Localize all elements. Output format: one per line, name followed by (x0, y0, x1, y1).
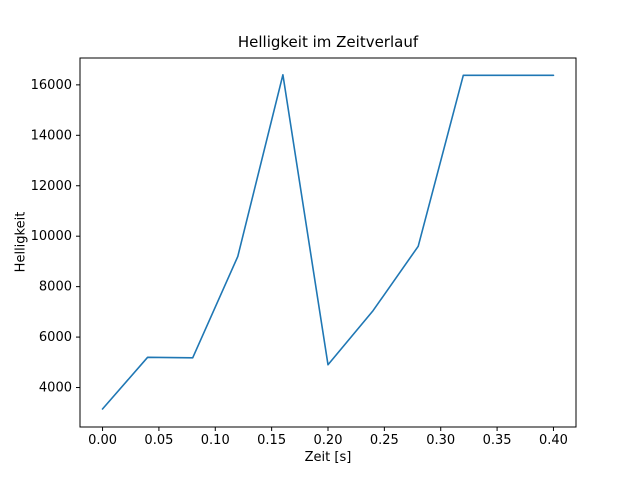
y-tick-label: 6000 (39, 330, 72, 345)
x-axis-label: Zeit [s] (304, 450, 352, 465)
x-tick-label: 0.35 (483, 433, 512, 448)
data-line-helligkeit (101, 74, 555, 410)
y-tick-label: 4000 (39, 381, 72, 396)
x-tick-label: 0.20 (314, 433, 343, 448)
axes-frame (79, 57, 577, 428)
y-tick-label: 8000 (39, 280, 72, 295)
y-axis-label: Helligkeit (13, 211, 29, 273)
y-tick-label: 16000 (31, 78, 72, 93)
y-tick-label: 12000 (31, 179, 72, 194)
x-tick-label: 0.25 (370, 433, 399, 448)
x-tick-label: 0.00 (88, 433, 117, 448)
x-tick-label: 0.40 (539, 433, 568, 448)
chart-title: Helligkeit im Zeitverlauf (237, 33, 419, 51)
x-tick-label: 0.30 (426, 433, 455, 448)
x-tick-label: 0.15 (257, 433, 286, 448)
x-tick-label: 0.05 (144, 433, 173, 448)
y-tick-label: 10000 (31, 229, 72, 244)
x-tick-label: 0.10 (201, 433, 230, 448)
y-tick-label: 14000 (31, 128, 72, 143)
